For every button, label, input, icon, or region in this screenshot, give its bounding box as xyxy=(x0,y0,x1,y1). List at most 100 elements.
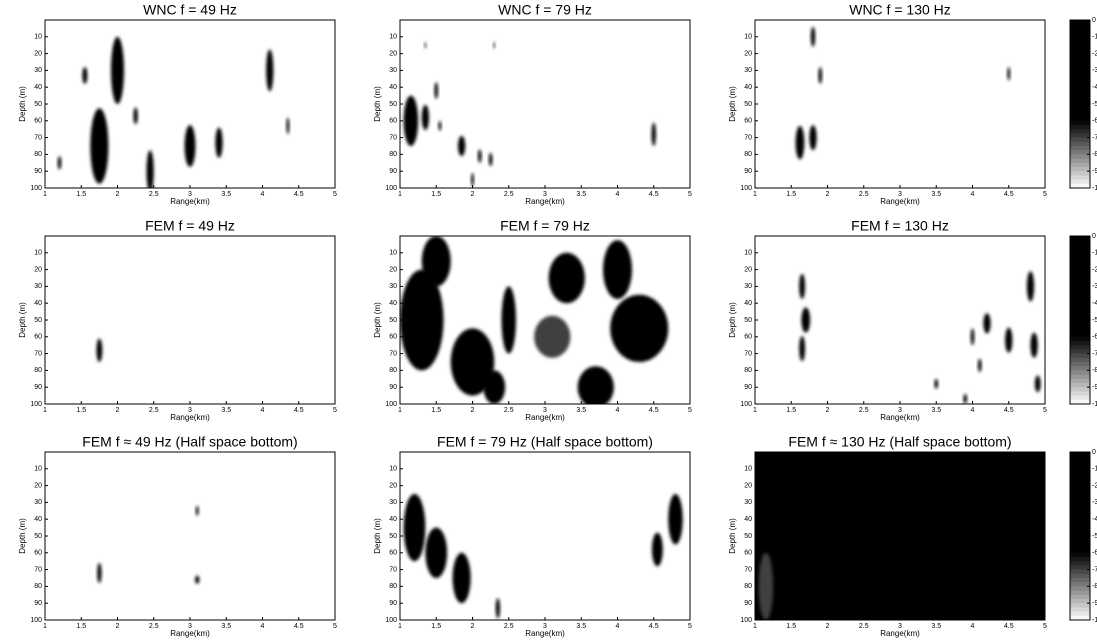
y-tick-label: 80 xyxy=(389,367,397,374)
patch xyxy=(82,67,88,84)
x-tick-label: 1 xyxy=(43,623,47,630)
colorbar-cell xyxy=(1070,299,1090,304)
plot-area xyxy=(45,236,335,404)
y-tick-label: 50 xyxy=(34,317,42,324)
panel: FEM f ≈ 130 Hz (Half space bottom) 1 1.5 2 2… xyxy=(728,434,1047,638)
patch xyxy=(501,286,516,354)
x-tick-label: 3.5 xyxy=(576,623,586,630)
panel: WNC f = 79 Hz 1 1.5 2 2.5 3 3.5 4 4.5 5 10 20 30 40 50… xyxy=(373,2,692,206)
x-tick-label: 5 xyxy=(688,191,692,198)
colorbar-cell xyxy=(1070,481,1090,487)
colorbar-cell xyxy=(1070,146,1090,151)
panel-title: FEM f = 130 Hz xyxy=(851,218,949,234)
patch xyxy=(90,108,109,184)
patch xyxy=(403,95,419,146)
x-tick-label: 4 xyxy=(616,407,620,414)
colorbar-cell xyxy=(1070,95,1090,101)
colorbar-tick-label: -4 xyxy=(1092,516,1097,523)
colorbar-cell xyxy=(1070,78,1090,84)
colorbar-cell xyxy=(1070,49,1090,55)
y-tick-label: 70 xyxy=(389,350,397,357)
y-tick-label: 60 xyxy=(389,118,397,125)
x-tick-label: 5 xyxy=(688,407,692,414)
y-tick-label: 90 xyxy=(744,600,752,607)
patch xyxy=(215,127,223,158)
colorbar-tick-label: -10 xyxy=(1092,617,1097,624)
plot-body xyxy=(755,452,1045,620)
colorbar-cell xyxy=(1070,62,1090,67)
patch xyxy=(983,313,991,334)
colorbar-cell xyxy=(1070,108,1090,113)
x-tick-label: 2.5 xyxy=(504,407,514,414)
colorbar-tick-label: -6 xyxy=(1092,334,1097,341)
y-tick-label: 80 xyxy=(744,367,752,374)
x-tick-label: 1.5 xyxy=(786,191,796,198)
patch xyxy=(195,575,200,584)
patch xyxy=(450,328,495,396)
x-tick-label: 5 xyxy=(688,623,692,630)
patch xyxy=(195,505,199,516)
colorbar-tick-label: -6 xyxy=(1092,550,1097,557)
colorbar-tick-label: -3 xyxy=(1092,67,1097,74)
panel-title: FEM f = 79 Hz xyxy=(500,218,590,234)
colorbar-cell xyxy=(1070,116,1090,122)
y-tick-label: 20 xyxy=(34,266,42,273)
plot-body xyxy=(400,236,669,404)
colorbar-cell xyxy=(1070,456,1090,461)
colorbar-cell xyxy=(1070,183,1090,189)
colorbar-cell xyxy=(1070,594,1090,600)
colorbar-tick-label: 0 xyxy=(1092,17,1096,24)
colorbar-cell xyxy=(1070,615,1090,621)
panel-title: WNC f = 49 Hz xyxy=(143,2,237,18)
plot-body xyxy=(97,505,200,584)
x-tick-label: 2 xyxy=(116,191,120,198)
x-tick-label: 4 xyxy=(261,407,265,414)
colorbar-cell xyxy=(1070,137,1090,143)
x-axis-label: Range(km) xyxy=(170,197,210,206)
panel-title: WNC f = 79 Hz xyxy=(498,2,592,18)
x-tick-label: 1 xyxy=(753,191,757,198)
colorbar-cell xyxy=(1070,66,1090,71)
x-tick-label: 4 xyxy=(261,191,265,198)
x-tick-label: 5 xyxy=(333,623,337,630)
y-tick-label: 40 xyxy=(389,516,397,523)
x-tick-label: 3.5 xyxy=(931,407,941,414)
colorbar-tick-label: -6 xyxy=(1092,118,1097,125)
y-tick-label: 90 xyxy=(744,168,752,175)
patch xyxy=(668,494,683,545)
y-tick-label: 30 xyxy=(744,499,752,506)
colorbar-cell xyxy=(1070,607,1090,613)
colorbar-tick-label: -8 xyxy=(1092,583,1097,590)
x-tick-label: 3.5 xyxy=(221,191,231,198)
x-axis-label: Range(km) xyxy=(525,629,565,638)
patch xyxy=(471,172,474,187)
y-tick-label: 70 xyxy=(34,350,42,357)
x-tick-label: 4.5 xyxy=(1004,407,1014,414)
y-axis-label: Depth (m) xyxy=(728,518,737,554)
x-tick-label: 5 xyxy=(1043,191,1047,198)
y-tick-label: 20 xyxy=(389,266,397,273)
plot-body xyxy=(403,41,656,187)
x-tick-label: 2 xyxy=(116,407,120,414)
x-tick-label: 1.5 xyxy=(431,191,441,198)
colorbar-cell xyxy=(1070,603,1090,608)
colorbar-tick-label: -10 xyxy=(1092,185,1097,192)
x-tick-label: 1.5 xyxy=(786,623,796,630)
colorbar-cell xyxy=(1070,531,1090,537)
colorbar-cell xyxy=(1070,590,1090,596)
x-tick-label: 2 xyxy=(471,623,475,630)
x-tick-label: 5 xyxy=(333,407,337,414)
x-tick-label: 4.5 xyxy=(294,623,304,630)
patch xyxy=(424,41,427,49)
colorbar-cell xyxy=(1070,87,1090,92)
x-tick-label: 3 xyxy=(188,191,192,198)
colorbar-cell xyxy=(1070,586,1090,592)
x-tick-label: 4.5 xyxy=(649,623,659,630)
colorbar-cell xyxy=(1070,248,1090,254)
y-tick-label: 30 xyxy=(34,67,42,74)
colorbar-cell xyxy=(1070,523,1090,529)
colorbar-cell xyxy=(1070,399,1090,405)
y-tick-label: 10 xyxy=(389,466,397,473)
plot-area xyxy=(400,20,690,188)
